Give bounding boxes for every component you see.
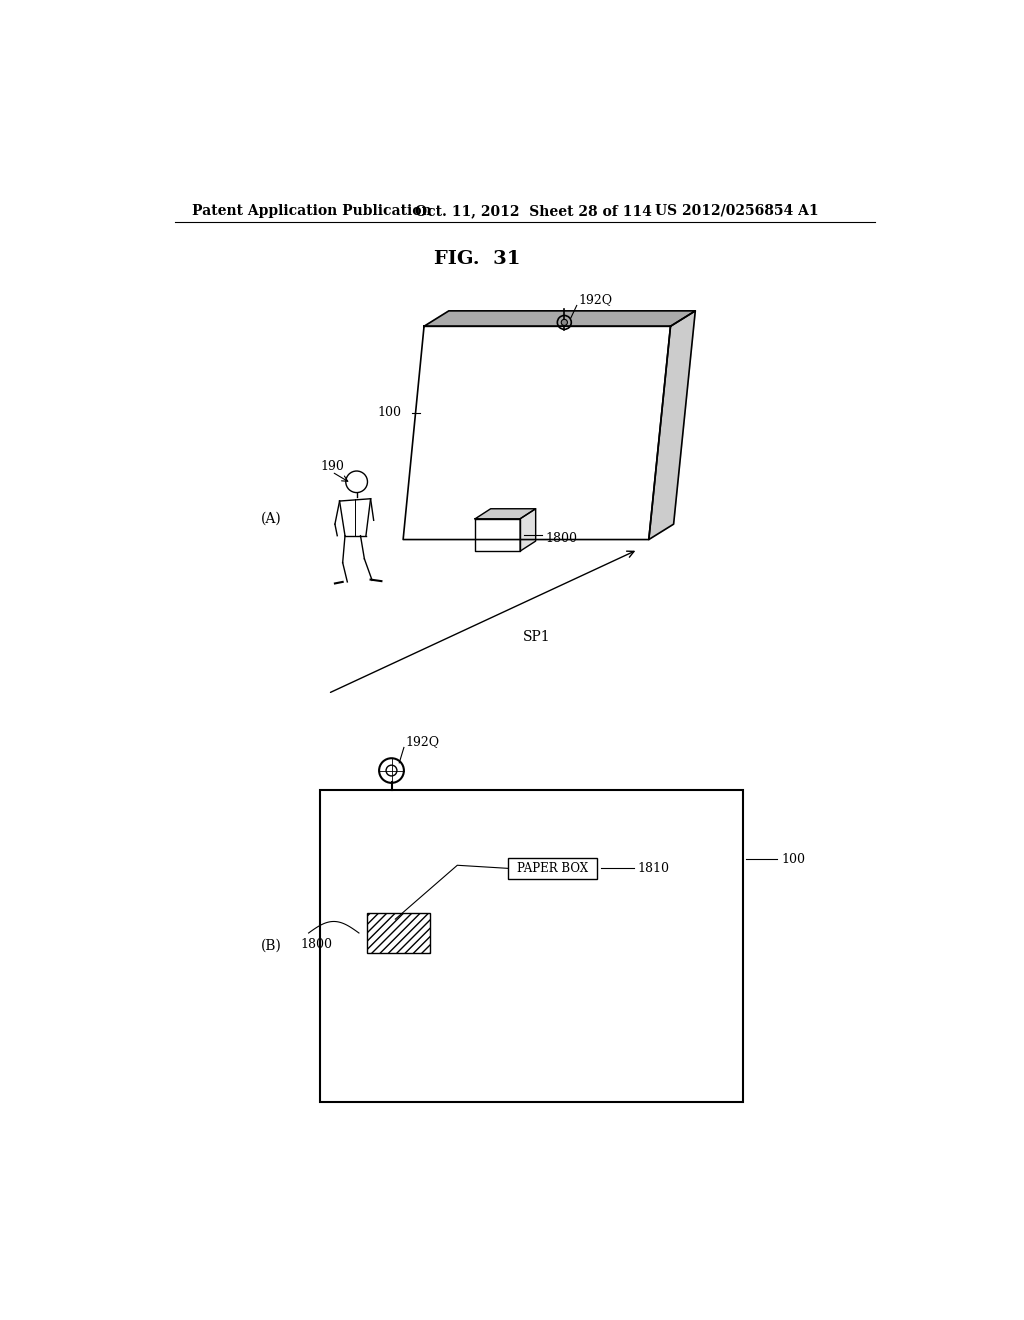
Text: Oct. 11, 2012  Sheet 28 of 114: Oct. 11, 2012 Sheet 28 of 114 [415, 203, 651, 218]
Text: 192Q: 192Q [406, 735, 439, 748]
Text: 1810: 1810 [637, 862, 669, 875]
Polygon shape [649, 312, 695, 540]
Text: US 2012/0256854 A1: US 2012/0256854 A1 [655, 203, 818, 218]
Text: PAPER BOX: PAPER BOX [517, 862, 588, 875]
Text: 100: 100 [378, 407, 401, 418]
Polygon shape [424, 312, 695, 326]
Text: 192Q: 192Q [579, 293, 612, 306]
Text: (A): (A) [261, 512, 282, 525]
Bar [367, 913, 430, 953]
Text: 1800: 1800 [301, 939, 333, 952]
Text: SP1: SP1 [523, 631, 551, 644]
Text: 190: 190 [321, 459, 344, 473]
Polygon shape [520, 508, 536, 552]
Polygon shape [475, 519, 520, 552]
Text: 100: 100 [781, 853, 805, 866]
Text: Patent Application Publication: Patent Application Publication [191, 203, 431, 218]
Bar [508, 858, 597, 879]
Text: (B): (B) [261, 939, 283, 953]
Text: FIG.  31: FIG. 31 [433, 249, 520, 268]
Polygon shape [403, 326, 671, 540]
Circle shape [561, 319, 567, 326]
Text: 1800: 1800 [545, 532, 577, 545]
Polygon shape [475, 508, 536, 519]
Bar [321, 789, 742, 1102]
